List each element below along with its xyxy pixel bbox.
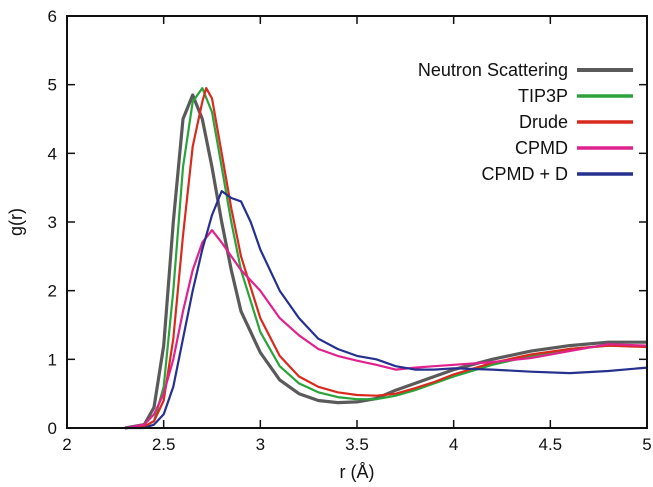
x-tick-label: 4.5 (539, 435, 563, 454)
y-tick-label: 5 (48, 76, 57, 95)
series-line-1 (124, 86, 647, 430)
y-tick-label: 1 (48, 350, 57, 369)
legend-label-1: TIP3P (518, 86, 568, 106)
y-tick-label: 3 (48, 213, 57, 232)
y-tick-label: 6 (48, 7, 57, 26)
x-tick-label: 3 (256, 435, 265, 454)
series-line-0 (124, 93, 647, 430)
x-tick-label: 2 (62, 435, 71, 454)
series-line-4 (125, 190, 648, 430)
y-tick-label: 0 (48, 419, 57, 438)
legend-label-0: Neutron Scattering (418, 60, 568, 80)
series-line-2 (124, 86, 648, 430)
x-tick-label: 4 (449, 435, 458, 454)
y-axis-title: g(r) (6, 208, 26, 236)
legend-label-2: Drude (519, 112, 568, 132)
legend-label-3: CPMD (515, 138, 568, 158)
x-axis-title: r (Å) (340, 462, 375, 482)
axis-ticks: 2 2.5 3 3.5 4 4.5 5 0 1 2 3 4 5 6 (48, 7, 652, 454)
y-tick-label: 2 (48, 282, 57, 301)
x-tick-label: 2.5 (152, 435, 176, 454)
x-tick-label: 5 (642, 435, 651, 454)
y-tick-label: 4 (48, 144, 57, 163)
series-line-3 (124, 229, 648, 430)
legend: Neutron Scattering TIP3P Drude CPMD CPMD + D (418, 60, 633, 184)
legend-label-4: CPMD + D (481, 164, 568, 184)
series-layer (124, 86, 648, 430)
x-tick-label: 3.5 (345, 435, 369, 454)
